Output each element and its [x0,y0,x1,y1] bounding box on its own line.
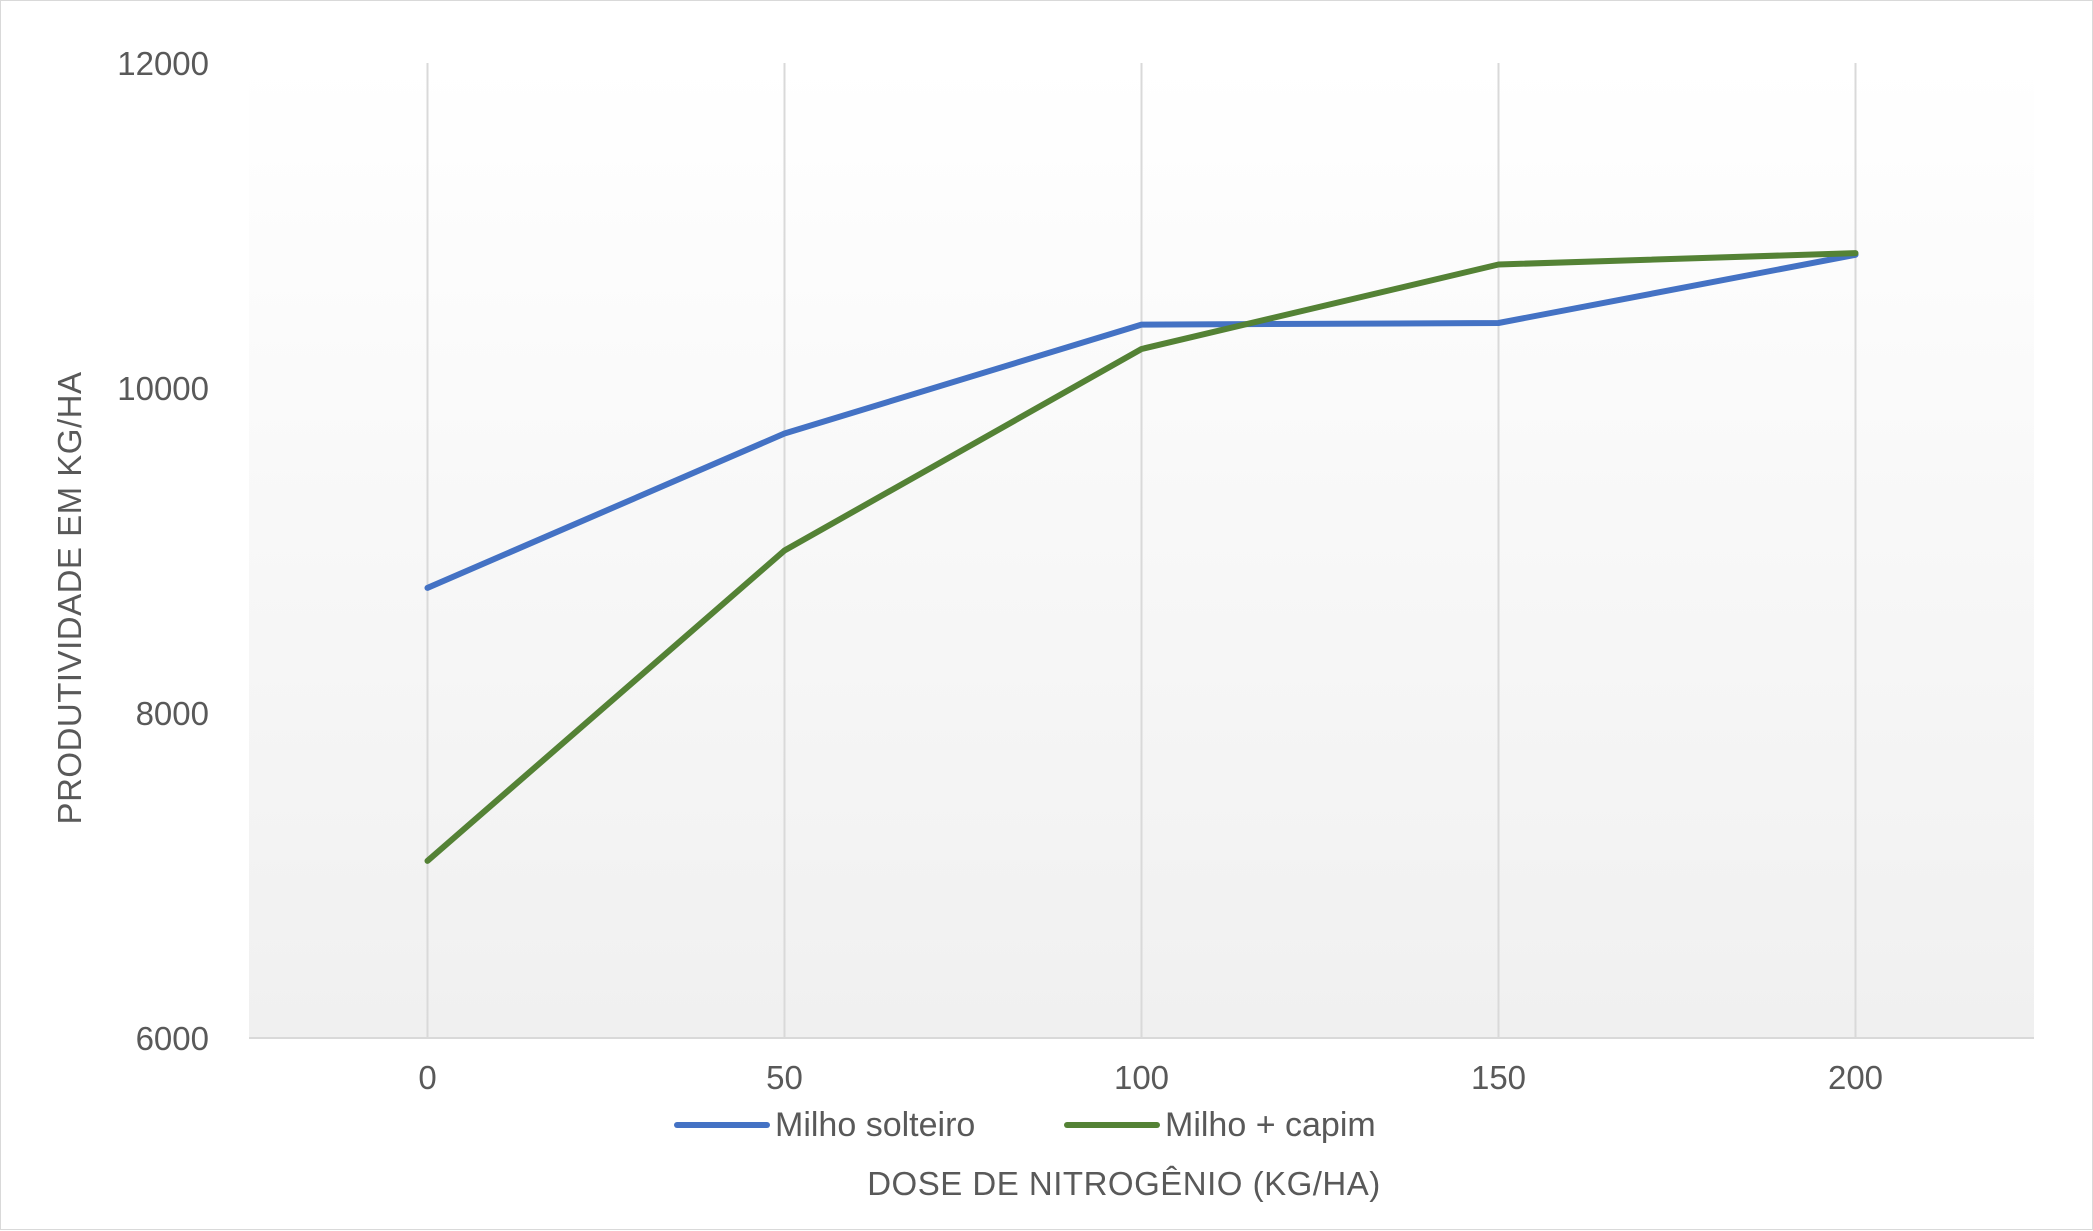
y-axis-title: PRODUTIVIDADE EM KG/HA [51,372,88,825]
legend-item-milho-capim: Milho + capim [1064,1106,1376,1144]
x-axis-title: DOSE DE NITROGÊNIO (KG/HA) [867,1165,1381,1202]
series-layer [424,250,1859,864]
series-line-milho-solteiro [424,251,1859,591]
legend-label-milho-capim: Milho + capim [1165,1106,1376,1144]
x-tick-labels: 0 50 100 150 200 [418,1059,1883,1096]
x-tick-label-200: 200 [1828,1059,1883,1096]
legend: Milho solteiro Milho + capim [674,1106,1376,1144]
y-tick-label-8000: 8000 [136,695,209,732]
x-tick-label-100: 100 [1114,1059,1169,1096]
legend-item-milho-solteiro: Milho solteiro [674,1106,975,1144]
legend-label-milho-solteiro: Milho solteiro [775,1106,975,1144]
y-tick-label-10000: 10000 [117,370,209,407]
x-tick-label-150: 150 [1471,1059,1526,1096]
x-tick-label-50: 50 [766,1059,803,1096]
y-tick-label-12000: 12000 [117,45,209,82]
x-tick-label-0: 0 [418,1059,436,1096]
series-line-milho-capim [424,250,1859,864]
y-tick-label-6000: 6000 [136,1020,209,1057]
y-tick-labels: 6000 8000 10000 12000 [117,45,209,1057]
